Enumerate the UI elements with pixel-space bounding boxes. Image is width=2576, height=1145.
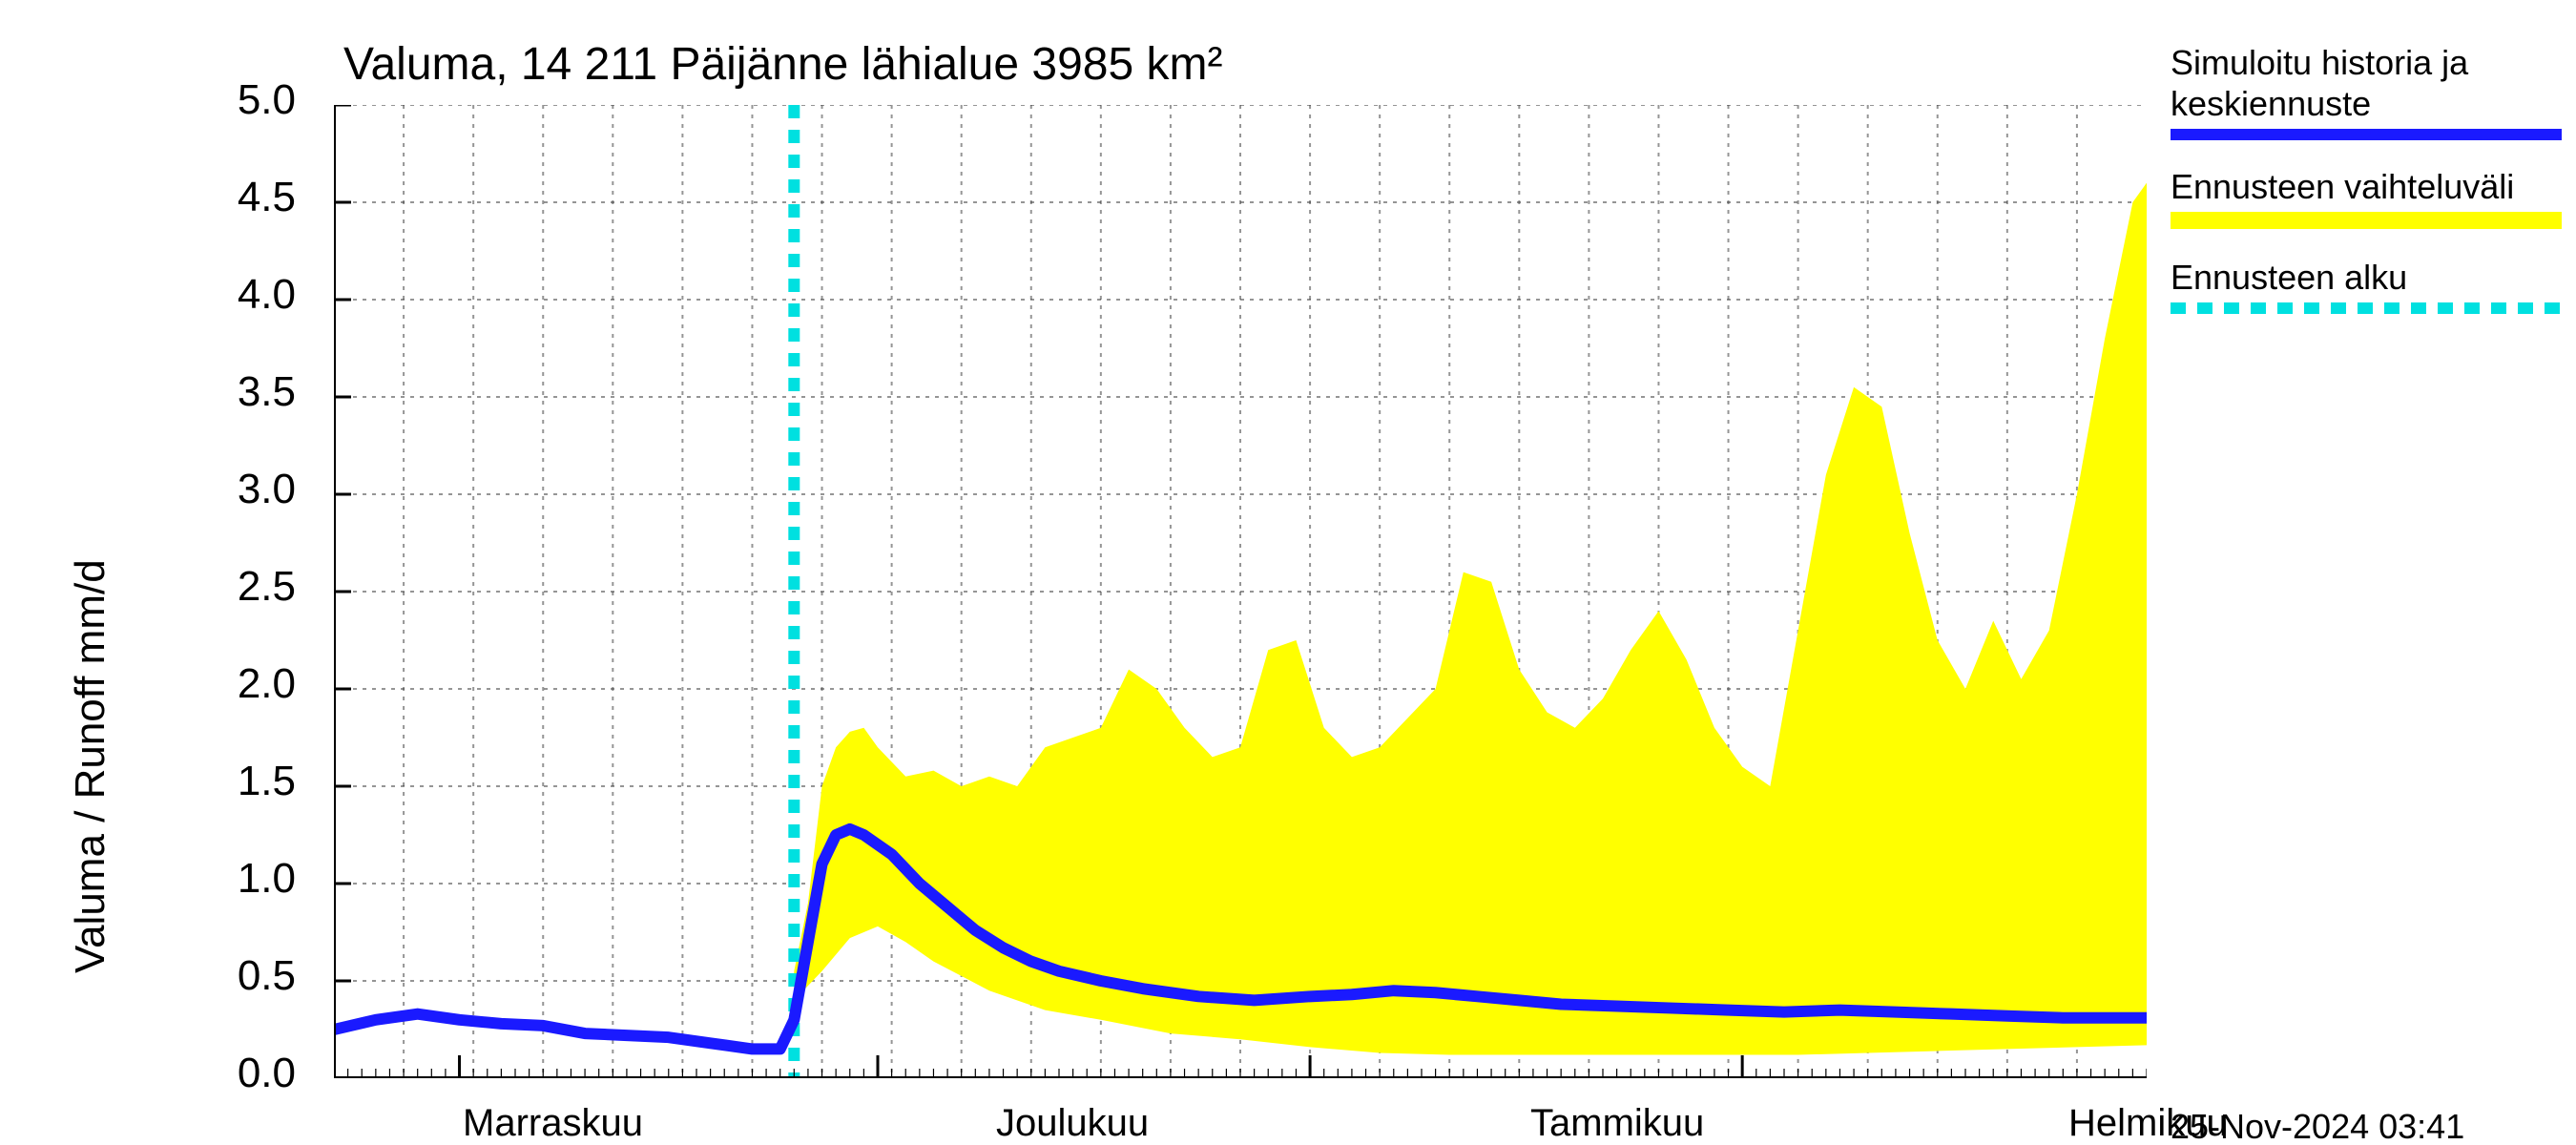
legend-item-1-line1: Simuloitu historia ja [2171, 43, 2468, 83]
y-axis-label: Valuma / Runoff mm/d [67, 559, 114, 973]
chart-title: Valuma, 14 211 Päijänne lähialue 3985 km… [343, 38, 1223, 91]
y-tick-10: 5.0 [200, 76, 296, 124]
x-tick-dec-line1: Joulukuu [996, 1102, 1149, 1145]
timestamp: 25-Nov-2024 03:41 WSFS-O [2171, 1107, 2576, 1145]
x-tick-nov-line1: Marraskuu [463, 1102, 643, 1145]
legend-item-3-line1: Ennusteen alku [2171, 258, 2407, 298]
y-tick-4: 2.0 [200, 660, 296, 708]
legend-band-yellow [2171, 212, 2562, 229]
y-tick-1: 0.5 [200, 952, 296, 1000]
legend-line-blue [2171, 129, 2562, 140]
y-tick-8: 4.0 [200, 271, 296, 319]
y-tick-9: 4.5 [200, 174, 296, 221]
chart-plot [334, 105, 2147, 1078]
y-tick-3: 1.5 [200, 758, 296, 805]
y-tick-2: 1.0 [200, 855, 296, 903]
y-tick-6: 3.0 [200, 466, 296, 513]
legend-dash-cyan [2171, 302, 2562, 314]
y-tick-5: 2.5 [200, 563, 296, 611]
legend-item-2-line1: Ennusteen vaihteluväli [2171, 167, 2514, 207]
y-tick-7: 3.5 [200, 368, 296, 416]
y-tick-0: 0.0 [200, 1050, 296, 1097]
legend-item-1-line2: keskiennuste [2171, 84, 2371, 124]
x-tick-jan-line1: Tammikuu [1530, 1102, 1704, 1145]
